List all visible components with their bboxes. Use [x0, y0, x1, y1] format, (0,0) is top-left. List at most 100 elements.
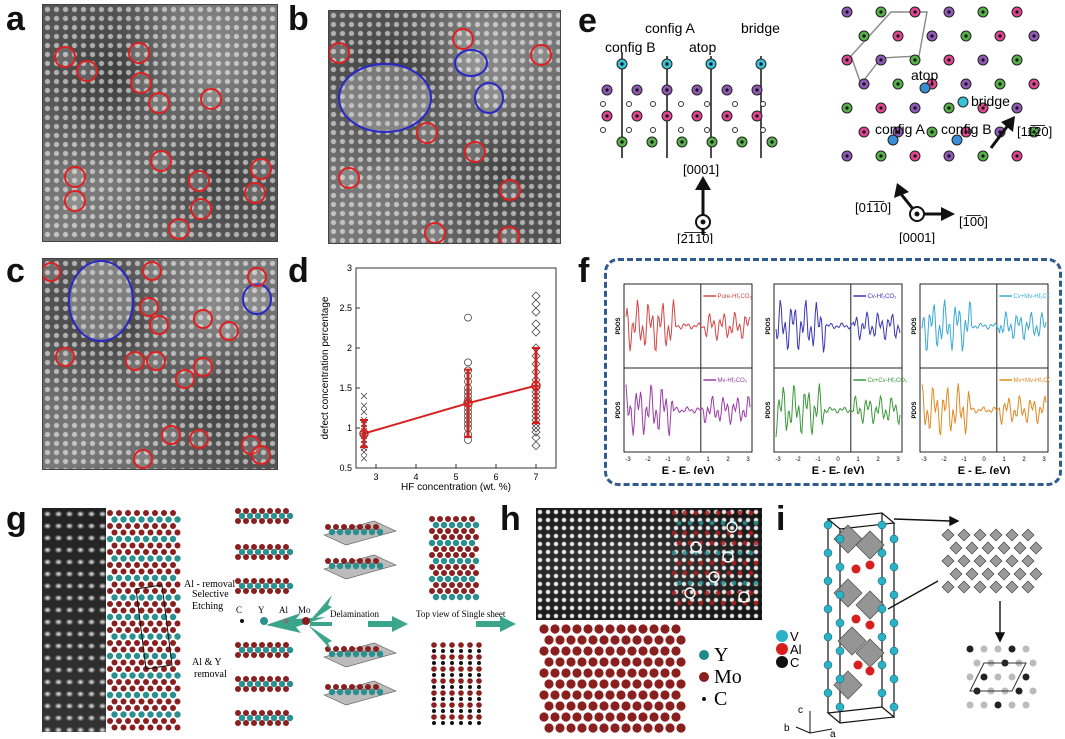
label-al-removal: Al - removal — [184, 579, 235, 590]
atom — [259, 588, 265, 594]
pdos-ylabel: PDOS — [766, 317, 772, 334]
overlay-atom — [676, 540, 682, 546]
atom — [441, 685, 445, 689]
mo-atom — [660, 646, 670, 656]
atom — [476, 678, 482, 684]
mo-atom — [605, 690, 615, 700]
atom — [107, 601, 113, 607]
atom — [453, 588, 459, 594]
mo-atom — [588, 701, 598, 711]
xtick-label: 3 — [373, 472, 378, 482]
atom-core — [913, 154, 917, 158]
atom — [286, 582, 294, 590]
atom — [152, 510, 158, 516]
mo-atom — [671, 712, 681, 722]
atom — [441, 546, 447, 552]
atom — [124, 613, 132, 621]
atom — [449, 654, 455, 660]
xtick-label: 4 — [413, 472, 418, 482]
atom — [461, 552, 467, 558]
lattice-dot — [994, 673, 1002, 681]
atom — [450, 649, 454, 653]
atom — [448, 593, 456, 601]
atom — [129, 685, 136, 692]
data-point-diamond — [531, 291, 541, 301]
atom — [129, 594, 136, 601]
atom — [467, 666, 473, 672]
etching-arrows — [266, 595, 516, 651]
mo-atom — [577, 679, 587, 689]
mo-atom — [566, 657, 576, 667]
ytick-label: 0.5 — [339, 463, 352, 473]
atom — [251, 588, 257, 594]
mo-atom — [610, 657, 620, 667]
atom — [165, 542, 172, 549]
overlay-atom — [753, 600, 759, 606]
overlay-atom — [693, 530, 699, 536]
atom — [156, 685, 163, 692]
mo-atom — [621, 679, 631, 689]
atom — [278, 646, 286, 654]
mo-atom — [583, 646, 593, 656]
mo-atom — [539, 712, 549, 722]
mo-atom — [660, 712, 670, 722]
atom — [465, 570, 471, 576]
atom — [246, 714, 254, 722]
atom — [441, 697, 445, 701]
atom — [246, 512, 254, 520]
lattice-dot — [973, 659, 981, 667]
atom — [143, 562, 149, 568]
atom — [156, 620, 163, 627]
mo-atom — [649, 668, 659, 678]
atom — [445, 588, 451, 594]
mo-atom — [621, 657, 631, 667]
mo-atom — [643, 657, 653, 667]
data-point-diamond — [531, 327, 541, 337]
pdos-xtick: -1 — [815, 457, 821, 463]
atom — [376, 562, 384, 570]
atom — [170, 562, 176, 568]
atom — [449, 642, 455, 648]
atom — [174, 568, 181, 575]
atom — [243, 544, 249, 550]
atom — [111, 698, 118, 705]
honeycomb-sheet — [941, 528, 1043, 594]
atom — [450, 685, 454, 689]
atom — [437, 528, 443, 534]
label-delamination: Delamination — [330, 609, 379, 619]
atom — [472, 593, 480, 601]
atom — [441, 721, 445, 725]
atom-core — [879, 58, 883, 62]
atom — [151, 691, 159, 699]
mo-atom — [544, 657, 554, 667]
atom — [440, 714, 446, 720]
overlay-atom — [737, 530, 743, 536]
atom — [116, 640, 122, 646]
max-phase-structure-i: V Al C c a b — [776, 512, 1043, 737]
atom — [283, 710, 289, 716]
atom — [467, 702, 473, 708]
atom — [283, 588, 289, 594]
atom — [133, 691, 141, 699]
atom — [235, 544, 241, 550]
sheet-tile — [949, 567, 963, 581]
overlay-atom — [748, 550, 754, 556]
atom — [453, 528, 459, 534]
atom — [138, 659, 145, 666]
top-view — [841, 6, 1040, 162]
data-point-x — [360, 408, 368, 416]
label-atop-top: atop — [911, 67, 938, 83]
sheet-tile — [989, 580, 1003, 594]
atom — [251, 508, 257, 514]
v-atom — [877, 576, 887, 586]
mo-atom — [654, 635, 664, 645]
pdos-ylabel: PDOS — [912, 401, 918, 418]
legend-y-h: Y — [714, 644, 728, 666]
atom — [251, 686, 257, 692]
atom — [275, 686, 281, 692]
mo-atom — [588, 679, 598, 689]
label-config-a-side: config A — [645, 20, 695, 36]
atom — [259, 518, 265, 524]
atom — [174, 685, 181, 692]
atom — [432, 709, 436, 713]
